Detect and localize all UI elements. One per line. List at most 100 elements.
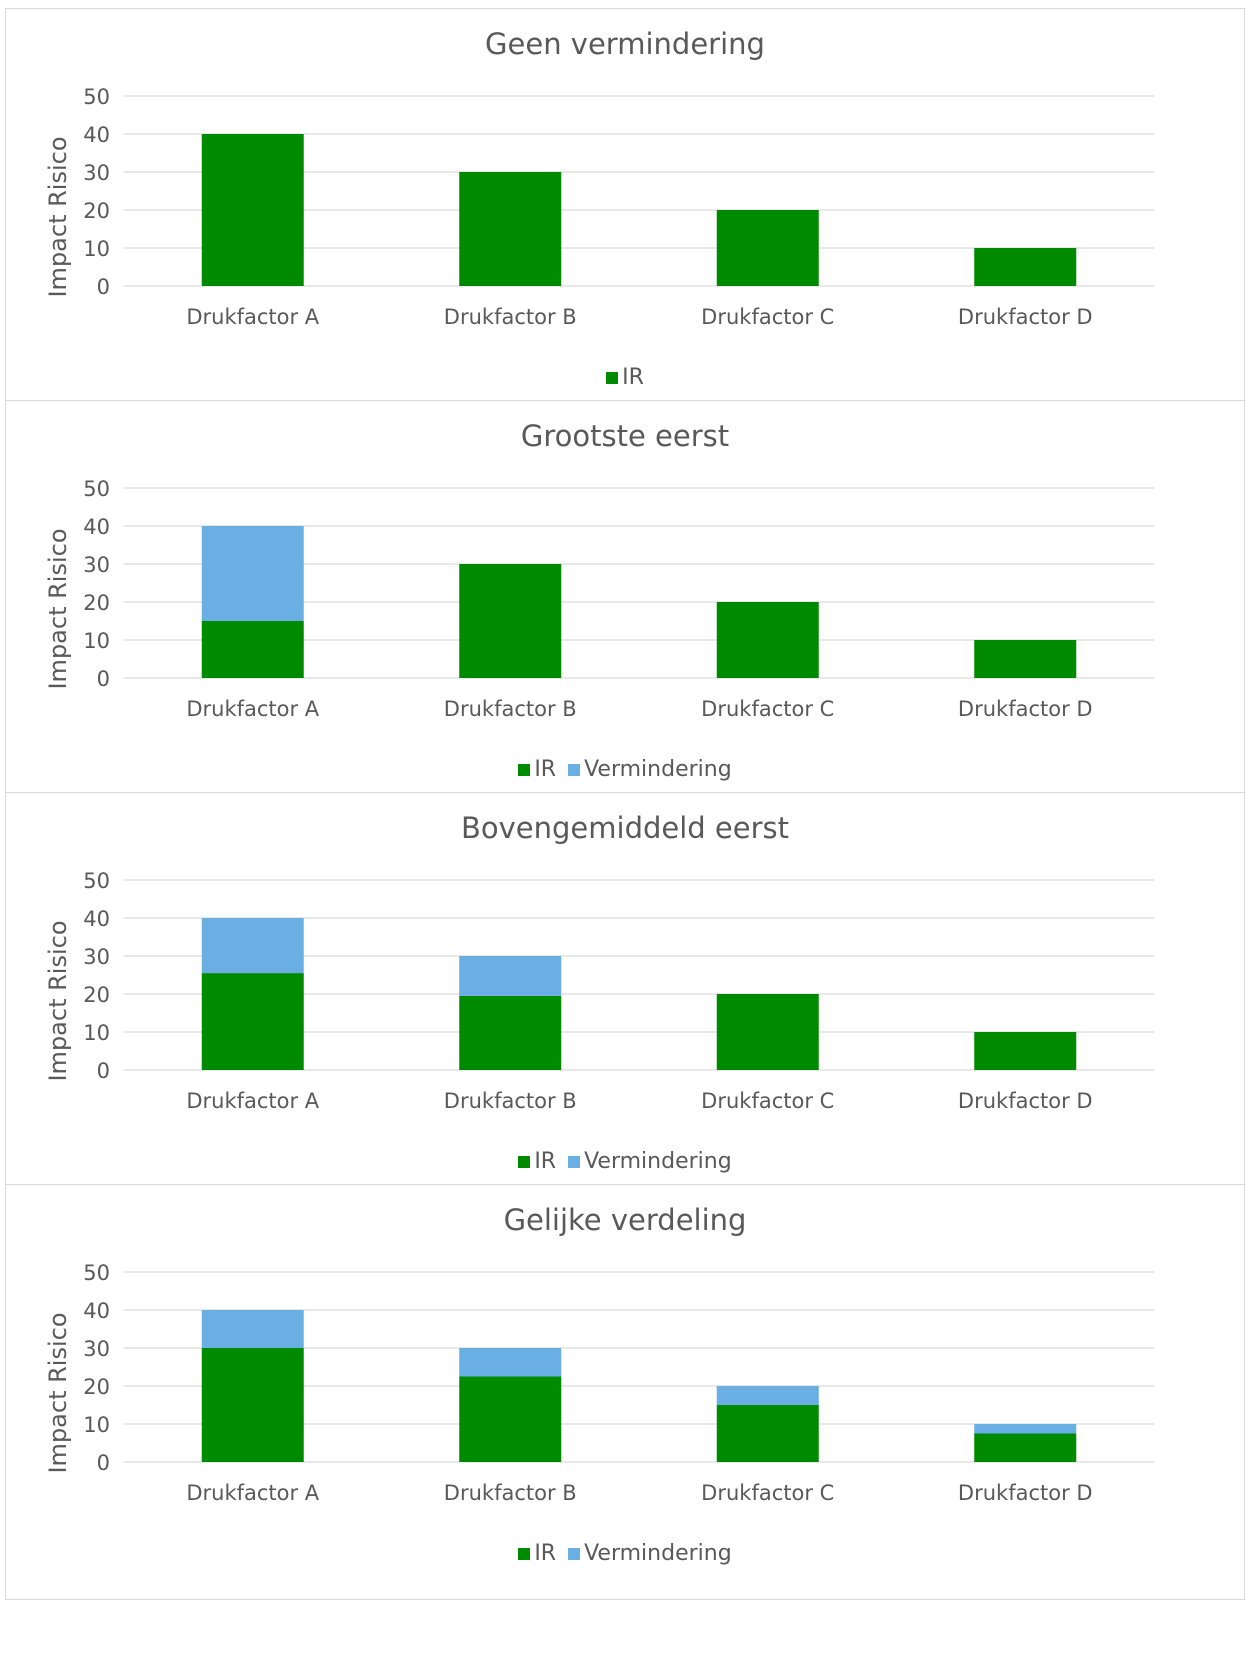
- legend: IR: [6, 365, 1244, 390]
- bar-ir-1: [201, 134, 304, 286]
- y-tick-label: 20: [83, 199, 110, 223]
- bar-ir-1: [201, 621, 304, 678]
- chart-svg: 0 10 20 30 40 50 Drukfactor A Drukfactor B Drukf…: [83, 1261, 1154, 1505]
- legend-item: Vermindering: [568, 1541, 732, 1566]
- y-tick-label: 50: [83, 1261, 110, 1285]
- x-tick-label: Drukfactor A: [186, 697, 319, 721]
- legend-item: IR: [518, 1541, 556, 1566]
- bar-vermindering-3: [716, 1386, 819, 1405]
- bar-ir-4: [974, 1032, 1077, 1070]
- y-tick-label: 0: [97, 1451, 110, 1475]
- legend-swatch: [606, 372, 619, 384]
- chart-svg: 0 10 20 30 40 50 Drukfactor A Drukfactor B Drukf…: [83, 477, 1154, 721]
- bar-ir-1: [201, 973, 304, 1070]
- bar-ir-3: [716, 1405, 819, 1462]
- y-tick-label: 0: [97, 1059, 110, 1083]
- x-tick-label: Drukfactor B: [444, 697, 577, 721]
- legend-swatch: [568, 1548, 581, 1560]
- legend-label: Vermindering: [584, 1541, 732, 1566]
- legend-swatch: [518, 1156, 531, 1168]
- legend-label: IR: [534, 757, 557, 782]
- bar-vermindering-4: [974, 1424, 1077, 1434]
- bar-ir-3: [716, 210, 819, 286]
- legend-swatch: [568, 764, 581, 776]
- y-tick-label: 20: [83, 983, 110, 1007]
- y-tick-label: 40: [83, 123, 110, 147]
- chart-title: Grootste eerst: [520, 419, 730, 453]
- x-tick-label: Drukfactor D: [958, 697, 1093, 721]
- legend-item: IR: [518, 1149, 556, 1174]
- bar-ir-2: [459, 172, 562, 286]
- x-tick-label: Drukfactor D: [958, 305, 1093, 329]
- bar-ir-4: [974, 1433, 1077, 1462]
- chart-panel-2: Grootste eerst Impact Risico 0 10 20 30 40 50 Dr…: [5, 400, 1245, 816]
- x-tick-label: Drukfactor A: [186, 1089, 319, 1113]
- x-tick-label: Drukfactor C: [701, 1481, 834, 1505]
- y-tick-label: 40: [83, 907, 110, 931]
- bar-vermindering-2: [459, 956, 562, 996]
- bar-ir-3: [716, 994, 819, 1070]
- y-tick-label: 50: [83, 869, 110, 893]
- x-tick-label: Drukfactor C: [701, 697, 834, 721]
- legend-label: IR: [534, 1541, 557, 1566]
- bar-ir-4: [974, 640, 1077, 678]
- legend-swatch: [518, 1548, 531, 1560]
- y-tick-label: 10: [83, 237, 110, 261]
- chart-panel-4: Gelijke verdeling Impact Risico 0 10 20 30 40 5…: [5, 1184, 1245, 1600]
- y-tick-label: 40: [83, 1299, 110, 1323]
- legend-label: IR: [622, 365, 644, 390]
- legend-swatch: [518, 764, 531, 776]
- chart-svg: 0 10 20 30 40 50 Drukfactor A Drukfactor B Drukf…: [83, 85, 1154, 329]
- y-tick-label: 10: [83, 1021, 110, 1045]
- bar-ir-1: [201, 1348, 304, 1462]
- x-tick-label: Drukfactor D: [958, 1089, 1093, 1113]
- y-tick-label: 30: [83, 945, 110, 969]
- bar-ir-2: [459, 1376, 562, 1462]
- y-tick-label: 10: [83, 629, 110, 653]
- y-tick-label: 0: [97, 667, 110, 691]
- bar-ir-2: [459, 995, 562, 1070]
- bar-ir-2: [459, 564, 562, 678]
- y-tick-label: 50: [83, 85, 110, 109]
- x-tick-label: Drukfactor D: [958, 1481, 1093, 1505]
- legend-item: Vermindering: [568, 757, 732, 782]
- legend-item: IR: [606, 365, 644, 390]
- bar-ir-4: [974, 248, 1077, 286]
- bar-vermindering-1: [201, 526, 304, 621]
- legend-item: Vermindering: [568, 1149, 732, 1174]
- legend: IR Vermindering: [6, 1541, 1244, 1566]
- chart-panel-3: Bovengemiddeld eerst Impact Risico 0 10 20 30…: [5, 792, 1245, 1208]
- y-tick-label: 20: [83, 591, 110, 615]
- chart-title: Gelijke verdeling: [503, 1203, 747, 1237]
- y-tick-label: 30: [83, 553, 110, 577]
- x-tick-label: Drukfactor A: [186, 1481, 319, 1505]
- y-tick-label: 40: [83, 515, 110, 539]
- y-tick-label: 20: [83, 1375, 110, 1399]
- legend-label: IR: [534, 1149, 557, 1174]
- legend-item: IR: [518, 757, 556, 782]
- legend-label: Vermindering: [584, 757, 732, 782]
- legend: IR Vermindering: [6, 1149, 1244, 1174]
- legend-label: Vermindering: [584, 1149, 732, 1174]
- x-tick-label: Drukfactor B: [444, 305, 577, 329]
- y-tick-label: 10: [83, 1413, 110, 1437]
- legend: IR Vermindering: [6, 757, 1244, 782]
- x-tick-label: Drukfactor B: [444, 1481, 577, 1505]
- y-tick-label: 0: [97, 275, 110, 299]
- chart-panel-1: Geen vermindering Impact Risico 0 10 20 30 40 5…: [5, 8, 1245, 424]
- y-tick-label: 30: [83, 1337, 110, 1361]
- x-tick-label: Drukfactor C: [701, 305, 834, 329]
- chart-title: Geen vermindering: [485, 27, 765, 61]
- y-tick-label: 30: [83, 161, 110, 185]
- bar-ir-3: [716, 602, 819, 678]
- y-tick-label: 50: [83, 477, 110, 501]
- chart-svg: 0 10 20 30 40 50 Drukfactor A Drukfactor B Drukf…: [83, 869, 1154, 1113]
- chart-title: Bovengemiddeld eerst: [460, 811, 789, 845]
- legend-swatch: [568, 1156, 581, 1168]
- bar-vermindering-2: [459, 1348, 562, 1377]
- x-tick-label: Drukfactor B: [444, 1089, 577, 1113]
- x-tick-label: Drukfactor C: [701, 1089, 834, 1113]
- bar-vermindering-1: [201, 1310, 304, 1348]
- x-tick-label: Drukfactor A: [186, 305, 319, 329]
